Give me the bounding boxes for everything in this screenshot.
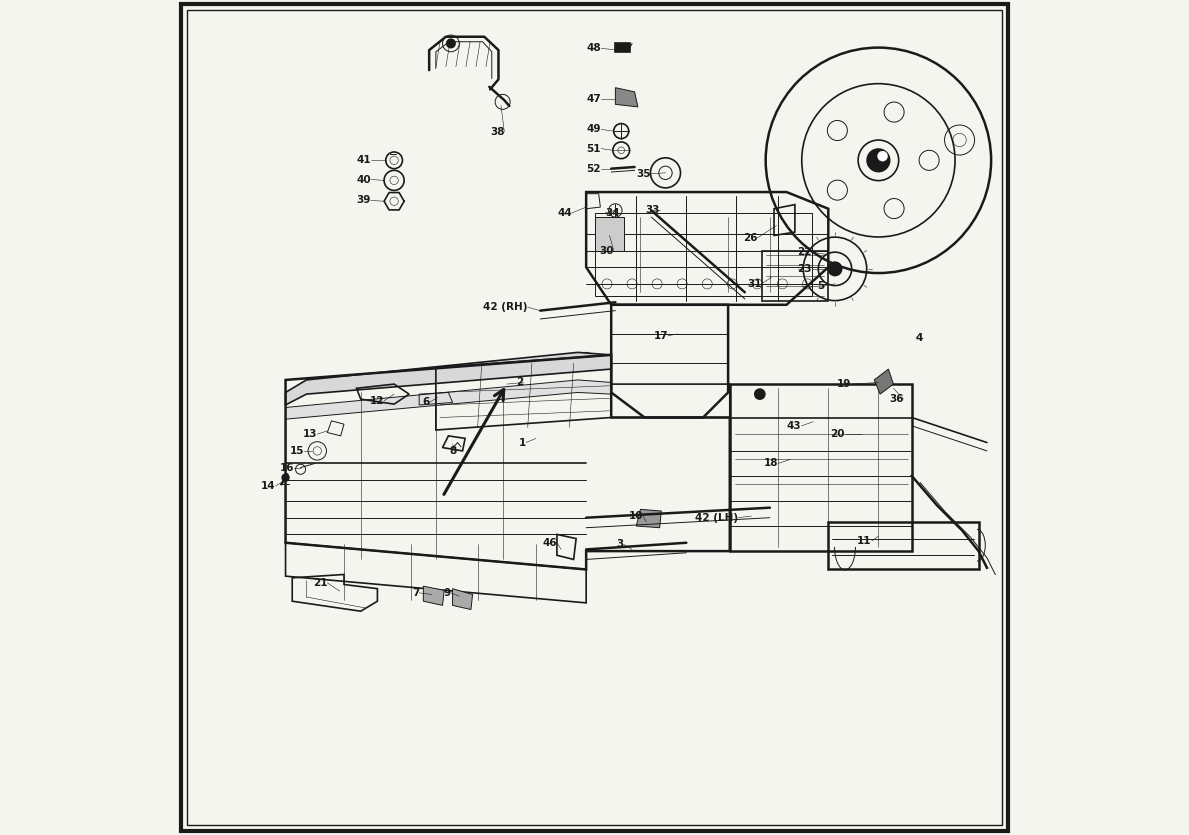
Circle shape — [447, 39, 455, 48]
Text: 43: 43 — [787, 421, 801, 431]
Polygon shape — [594, 217, 624, 250]
Text: 39: 39 — [357, 195, 371, 205]
Text: 23: 23 — [797, 264, 812, 274]
Text: 33: 33 — [646, 205, 660, 215]
Text: 9: 9 — [443, 588, 451, 598]
Text: 26: 26 — [743, 233, 757, 243]
Circle shape — [505, 360, 518, 373]
Text: 44: 44 — [558, 208, 572, 218]
Text: 51: 51 — [586, 144, 602, 154]
Text: 42 (RH): 42 (RH) — [483, 302, 528, 312]
Circle shape — [829, 262, 842, 276]
Text: 7: 7 — [411, 588, 420, 598]
Circle shape — [755, 389, 765, 399]
Text: 47: 47 — [586, 94, 602, 104]
Polygon shape — [874, 369, 893, 394]
Polygon shape — [453, 589, 472, 610]
Text: 18: 18 — [763, 458, 778, 468]
Circle shape — [321, 379, 334, 392]
Text: 8: 8 — [449, 446, 457, 456]
Text: A: A — [755, 390, 763, 400]
Text: 13: 13 — [303, 429, 317, 439]
Bar — [594, 213, 812, 296]
Circle shape — [432, 367, 445, 381]
Circle shape — [282, 474, 289, 481]
Text: 31: 31 — [747, 279, 761, 289]
Circle shape — [579, 352, 593, 366]
Polygon shape — [285, 352, 611, 405]
Bar — [616, 43, 630, 52]
Text: 11: 11 — [857, 536, 872, 546]
Text: 35: 35 — [636, 169, 650, 179]
Text: 49: 49 — [586, 124, 602, 134]
Text: 20: 20 — [830, 429, 845, 439]
Text: 41: 41 — [356, 155, 371, 165]
Circle shape — [358, 375, 371, 388]
Text: 3: 3 — [616, 539, 624, 549]
Text: 19: 19 — [837, 379, 851, 389]
Circle shape — [542, 357, 555, 370]
Text: 40: 40 — [356, 175, 371, 185]
Polygon shape — [423, 586, 445, 605]
Text: 36: 36 — [889, 394, 904, 404]
Text: 38: 38 — [490, 127, 504, 137]
Text: 5: 5 — [817, 281, 824, 291]
Text: 12: 12 — [370, 396, 384, 406]
Text: 34: 34 — [605, 208, 619, 218]
Text: 15: 15 — [289, 446, 304, 456]
Text: 16: 16 — [279, 463, 294, 473]
Circle shape — [395, 372, 408, 385]
Text: 21: 21 — [313, 578, 327, 588]
Text: 4: 4 — [916, 333, 924, 343]
Text: 2: 2 — [516, 377, 523, 387]
Text: 42 (LH): 42 (LH) — [696, 513, 738, 523]
Text: 46: 46 — [542, 538, 556, 548]
Text: 6: 6 — [422, 397, 429, 407]
Text: 48: 48 — [586, 43, 602, 53]
Text: 52: 52 — [586, 164, 602, 174]
Circle shape — [877, 151, 887, 161]
Polygon shape — [285, 380, 611, 419]
Circle shape — [867, 149, 889, 172]
Text: 10: 10 — [629, 511, 643, 521]
Text: 14: 14 — [260, 481, 276, 491]
Text: 30: 30 — [599, 245, 614, 256]
Text: 22: 22 — [797, 247, 812, 257]
Text: 17: 17 — [653, 331, 668, 341]
Polygon shape — [636, 509, 661, 528]
Polygon shape — [616, 88, 638, 107]
Text: 1: 1 — [518, 438, 526, 448]
Circle shape — [468, 364, 482, 377]
